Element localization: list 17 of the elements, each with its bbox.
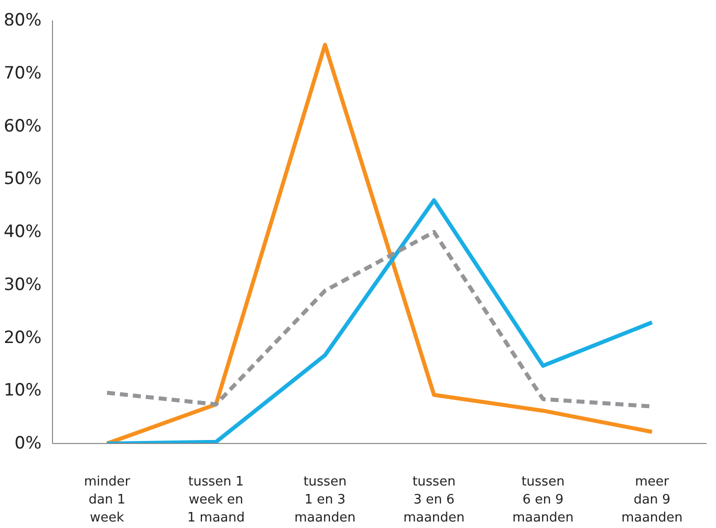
x-tick-label: tussen 1 week en 1 maand	[187, 474, 245, 526]
y-tick-label: 80%	[4, 10, 42, 30]
line-series	[105, 198, 654, 444]
y-tick-label: 20%	[4, 328, 42, 348]
y-tick-label: 60%	[4, 116, 42, 136]
x-tick-label: tussen 1 en 3 maanden	[294, 474, 356, 526]
y-tick-label: 50%	[4, 169, 42, 190]
y-tick-label: 0%	[14, 434, 42, 454]
y-tick-label: 10%	[4, 380, 42, 401]
y-tick-label: 30%	[4, 274, 42, 295]
line-series	[105, 42, 654, 444]
x-tick-label: tussen 6 en 9 maanden	[512, 474, 574, 526]
y-tick-label: 40%	[4, 222, 42, 242]
x-tick-label: meer dan 9 maanden	[621, 474, 683, 526]
x-tick-label: minder dan 1 week	[84, 474, 131, 526]
x-tick-label: tussen 3 en 6 maanden	[403, 474, 465, 526]
y-tick-label: 70%	[4, 63, 42, 84]
